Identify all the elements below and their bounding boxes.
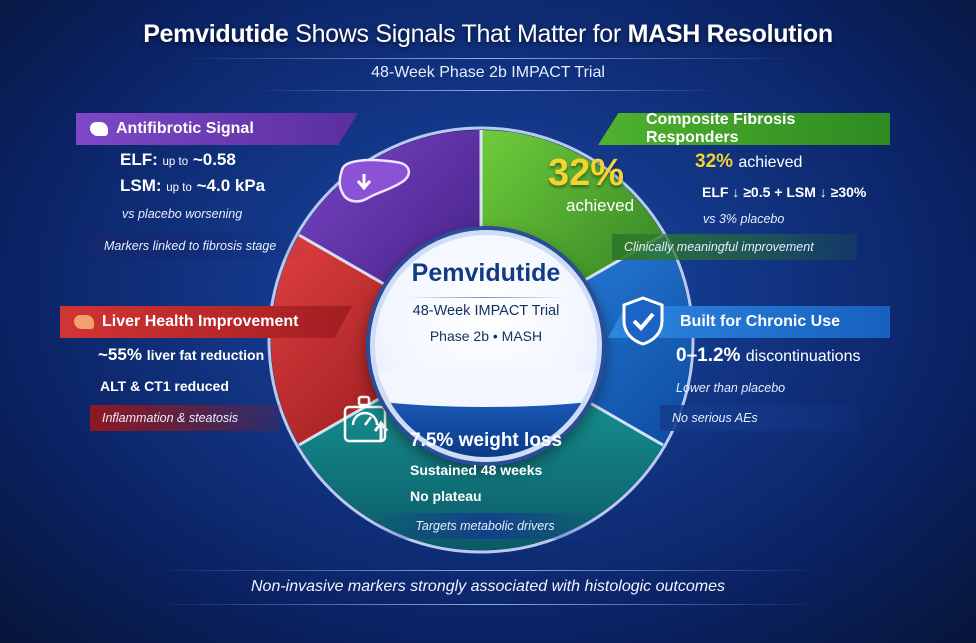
- chronic-heading: Built for Chronic Use: [680, 313, 841, 330]
- weight-line-1: Sustained 48 weeks: [410, 462, 543, 478]
- chronic-value-row: 0–1.2% discontinuations: [676, 345, 860, 367]
- lsm-value: ~4.0 kPa: [196, 176, 266, 195]
- hub-wave: [375, 367, 597, 457]
- composite-banner: Composite Fibrosis Responders: [598, 113, 890, 145]
- composite-footer: Clinically meaningful improvement: [612, 234, 857, 260]
- liver-icon: [90, 122, 108, 136]
- liver-heading: Liver Health Improvement: [102, 313, 299, 330]
- chronic-value: 0–1.2%: [676, 345, 741, 366]
- composite-criteria: ELF ↓ ≥0.5 + LSM ↓ ≥30%: [702, 184, 867, 200]
- hub-line-1: 48-Week IMPACT Trial: [412, 303, 560, 319]
- page-title: Pemvidutide Shows Signals That Matter fo…: [0, 20, 976, 49]
- footer-caption: Non-invasive markers strongly associated…: [251, 578, 725, 595]
- hub-line-2: Phase 2b • MASH: [429, 328, 543, 344]
- title-divider: [180, 58, 796, 59]
- lsm-row: LSM: up to ~4.0 kPa: [120, 176, 265, 196]
- center-hub: Pemvidutide 48-Week IMPACT Trial Phase 2…: [370, 230, 602, 462]
- antifibrotic-footer: Markers linked to fibrosis stage: [92, 233, 310, 259]
- elf-prefix: up to: [162, 156, 189, 168]
- footer-divider-top: [150, 570, 826, 571]
- composite-value-label: achieved: [738, 154, 803, 171]
- lsm-prefix: up to: [166, 182, 192, 194]
- subtitle-divider: [250, 90, 726, 91]
- liver-footer: Inflammation & steatosis: [90, 405, 280, 431]
- liver-fat-row: ~55% liver fat reduction: [98, 345, 264, 365]
- liver-banner: Liver Health Improvement: [60, 306, 352, 338]
- shield-check-icon: [622, 296, 664, 346]
- composite-note: vs 3% placebo: [703, 212, 785, 226]
- footer-divider-bottom: [150, 604, 826, 605]
- page-subtitle: 48-Week Phase 2b IMPACT Trial: [371, 64, 605, 81]
- antifibrotic-banner: Antifibrotic Signal: [76, 113, 358, 145]
- liver-icon: [74, 315, 94, 329]
- title-end: MASH Resolution: [627, 20, 834, 48]
- liver-down-arrow-icon: [338, 158, 410, 203]
- composite-big-label: achieved: [566, 196, 635, 215]
- elf-value: ~0.58: [192, 150, 236, 169]
- composite-big-value: 32%: [548, 152, 625, 194]
- weight-value-row: 7.5% weight loss: [410, 430, 562, 452]
- weight-value: 7.5%: [410, 430, 454, 451]
- weight-footer: Targets metabolic drivers: [370, 513, 600, 539]
- weight-value-label: weight loss: [458, 430, 563, 451]
- antifibrotic-note: vs placebo worsening: [122, 207, 243, 221]
- chronic-footer: No serious AEs: [660, 405, 860, 431]
- hub-title: Pemvidutide: [411, 259, 561, 287]
- chronic-value-label: discontinuations: [745, 348, 861, 365]
- title-drug-name: Pemvidutide: [143, 20, 289, 48]
- composite-value-row: 32% achieved: [695, 151, 802, 173]
- composite-value: 32%: [695, 151, 734, 172]
- liver-fat-label: liver fat reduction: [146, 347, 265, 363]
- liver-enzymes: ALT & CT1 reduced: [100, 378, 229, 394]
- weight-line-2: No plateau: [410, 488, 482, 504]
- antifibrotic-heading: Antifibrotic Signal: [116, 120, 254, 137]
- title-middle: Shows Signals That Matter for: [295, 20, 621, 48]
- lsm-label: LSM:: [120, 176, 162, 195]
- elf-label: ELF:: [120, 150, 158, 169]
- composite-heading: Composite Fibrosis Responders: [646, 111, 796, 146]
- elf-row: ELF: up to ~0.58: [120, 150, 236, 170]
- hub-divider: [405, 297, 567, 298]
- chronic-note: Lower than placebo: [676, 381, 786, 395]
- liver-fat-value: ~55%: [98, 345, 142, 364]
